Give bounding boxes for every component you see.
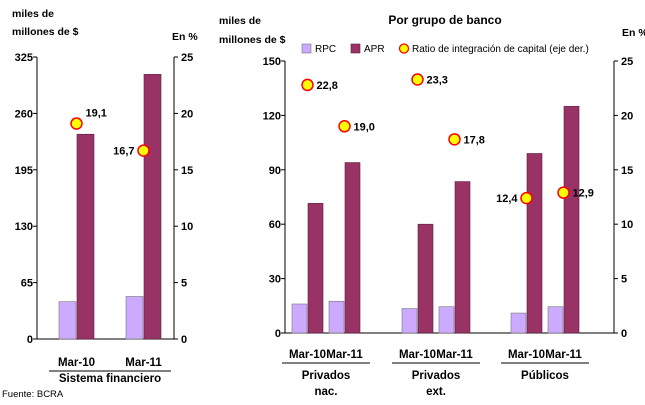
chart-1-ratio-marker-1 bbox=[338, 120, 351, 133]
chart-1-bar-rpc-3 bbox=[438, 306, 455, 334]
chart-1-right-tick-label: 0 bbox=[621, 328, 627, 340]
chart-1-ratio-data-label-4: 12,4 bbox=[496, 193, 518, 205]
chart-0-bar-apr-1 bbox=[143, 74, 162, 340]
chart-1-category-label-4: Mar-10 bbox=[508, 349, 545, 361]
chart-0-left-tick-label: 0 bbox=[27, 334, 33, 346]
chart-0-category-label-0: Mar-10 bbox=[58, 357, 95, 369]
chart-1-group-label-2-line-0: Públicos bbox=[521, 370, 569, 382]
chart-1-ratio-marker-5 bbox=[557, 186, 570, 199]
chart-1-ratio-data-label-0: 22,8 bbox=[317, 80, 338, 92]
chart-1-left-tick-label: 120 bbox=[263, 110, 281, 122]
chart-0-left-tick-label: 325 bbox=[15, 52, 33, 64]
legend-label-apr: APR bbox=[364, 44, 385, 55]
chart-0-ratio-marker-0 bbox=[70, 117, 83, 130]
chart-1-bar-rpc-1 bbox=[328, 300, 345, 334]
chart-0-bar-rpc-1 bbox=[125, 296, 144, 340]
chart-1-bar-apr-1 bbox=[344, 162, 361, 334]
chart-0-right-tick-label: 5 bbox=[181, 278, 187, 290]
chart-1-right-tick-label: 5 bbox=[621, 274, 627, 286]
chart-1-bar-rpc-5 bbox=[547, 306, 564, 334]
chart-0-left-tick-label: 195 bbox=[15, 165, 33, 177]
chart-1-right-tick-label: 15 bbox=[621, 165, 633, 177]
legend-label-ratio: Ratio de integración de capital (eje der… bbox=[412, 44, 589, 55]
legend-marker-ratio bbox=[398, 43, 410, 54]
chart-0-ratio-marker-1 bbox=[137, 144, 150, 157]
chart-1-ratio-marker-4 bbox=[520, 191, 533, 205]
chart-1-category-label-2: Mar-10 bbox=[399, 349, 436, 361]
chart-0-ratio-data-label-0: 19,1 bbox=[86, 108, 107, 120]
chart-1-category-label-0: Mar-10 bbox=[289, 349, 326, 361]
chart-1-right-tick-label: 10 bbox=[621, 219, 633, 231]
chart-0-category-label-1: Mar-11 bbox=[125, 357, 162, 369]
chart-1-bar-rpc-4 bbox=[510, 312, 527, 334]
chart-0-right-tick-label: 20 bbox=[181, 108, 193, 120]
chart-1-ratio-data-label-2: 23,3 bbox=[427, 74, 448, 86]
chart-1-bar-rpc-2 bbox=[401, 308, 418, 334]
chart-1-left-tick-label: 0 bbox=[275, 328, 281, 340]
chart-0-bar-rpc-0 bbox=[58, 301, 77, 340]
chart-1-right-tick-label: 20 bbox=[621, 110, 633, 122]
chart-1-group-label-0-line-1: nac. bbox=[314, 386, 337, 398]
chart-1-ratio-marker-3 bbox=[448, 133, 461, 146]
chart-1-bar-apr-3 bbox=[454, 181, 471, 334]
chart-1-right-tick-label: 25 bbox=[621, 56, 633, 68]
chart-1-y-axis-title-line-2: millones de $ bbox=[219, 34, 286, 46]
chart-0-bar-apr-0 bbox=[76, 133, 95, 340]
chart-1-y2-axis-title: En % bbox=[622, 27, 645, 39]
chart-0-right-tick-label: 25 bbox=[181, 52, 193, 64]
chart-1-bar-apr-4 bbox=[526, 153, 543, 334]
legend-label-rpc: RPC bbox=[315, 44, 336, 55]
source-note: Fuente: BCRA bbox=[2, 389, 64, 400]
chart-1-group-label-1-line-1: ext. bbox=[426, 386, 446, 398]
chart-1-ratio-data-label-1: 19,0 bbox=[354, 121, 375, 133]
chart-1-left-tick-label: 60 bbox=[269, 219, 281, 231]
chart-1-y-axis-title-line-1: miles de bbox=[219, 15, 261, 27]
chart-0-left-tick-label: 130 bbox=[15, 221, 33, 233]
chart-0-ratio-data-label-1: 16,7 bbox=[113, 146, 134, 158]
chart-1-left-tick-label: 150 bbox=[263, 56, 281, 68]
legend-swatch-rpc bbox=[301, 43, 312, 54]
chart-1-category-label-1: Mar-11 bbox=[326, 349, 363, 361]
chart-1-ratio-marker-0 bbox=[301, 78, 314, 92]
chart-0-left-tick-label: 65 bbox=[21, 278, 33, 290]
chart-0-right-tick-label: 0 bbox=[181, 334, 187, 346]
chart-1-bar-apr-0 bbox=[307, 203, 324, 334]
chart-1-category-label-5: Mar-11 bbox=[545, 349, 582, 361]
chart-1-left-tick-label: 30 bbox=[269, 274, 281, 286]
chart-0-y-axis-title-line-2: millones de $ bbox=[12, 26, 79, 38]
chart-1-category-label-3: Mar-11 bbox=[436, 349, 473, 361]
chart-1-title: Por grupo de banco bbox=[388, 13, 501, 27]
chart-1-bar-apr-5 bbox=[563, 106, 580, 334]
chart-0-y-axis-title-line-1: miles de bbox=[12, 8, 54, 20]
chart-1-bar-rpc-0 bbox=[291, 303, 308, 334]
chart-1-ratio-data-label-5: 12,9 bbox=[573, 188, 594, 200]
chart-0-right-tick-label: 10 bbox=[181, 221, 193, 233]
chart-0-group-label-0-line-0: Sistema financiero bbox=[59, 373, 161, 385]
chart-1-left-tick-label: 90 bbox=[269, 165, 281, 177]
chart-0-left-tick-label: 260 bbox=[15, 108, 33, 120]
chart-1-ratio-marker-2 bbox=[411, 73, 424, 86]
chart-0-y2-axis-title: En % bbox=[172, 31, 198, 43]
chart-1-ratio-data-label-3: 17,8 bbox=[464, 134, 485, 146]
chart-1-group-label-0-line-0: Privados bbox=[302, 370, 351, 382]
chart-1-bar-apr-2 bbox=[417, 223, 434, 334]
legend-swatch-apr bbox=[350, 43, 361, 54]
chart-0-right-tick-label: 15 bbox=[181, 165, 193, 177]
chart-1-group-label-1-line-0: Privados bbox=[412, 370, 461, 382]
